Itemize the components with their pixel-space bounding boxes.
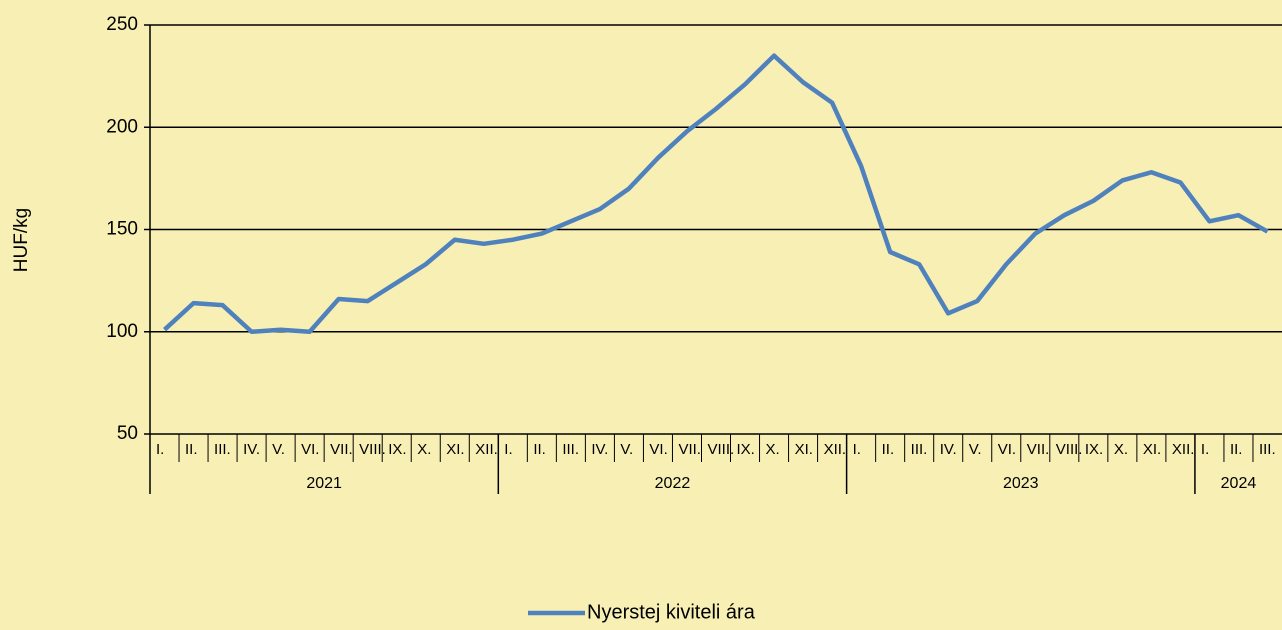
x-tick-label: II. (185, 441, 198, 458)
x-tick-label: V. (969, 441, 982, 458)
x-tick-label: II. (882, 441, 895, 458)
group-label: 2021 (306, 475, 342, 492)
y-tick-label: 100 (106, 321, 138, 342)
x-tick-label: III. (1259, 441, 1276, 458)
x-tick-label: I. (853, 441, 861, 458)
data-line (162, 53, 1269, 334)
group-label: 2024 (1221, 475, 1257, 492)
x-tick-label: X. (1114, 441, 1128, 458)
x-tick-label: X. (766, 441, 780, 458)
x-tick-label: I. (504, 441, 512, 458)
y-tick-label: 150 (106, 219, 138, 240)
y-axis-label: HUF/kg (11, 208, 32, 272)
group-label: 2023 (1003, 475, 1039, 492)
x-tick-label: VII. (678, 441, 701, 458)
x-tick-label: I. (1201, 441, 1209, 458)
x-tick-label: III. (214, 441, 231, 458)
group-label: 2022 (655, 475, 691, 492)
x-tick-label: VIII. (707, 441, 734, 458)
legend-label: Nyerstej kiviteli ára (587, 601, 756, 623)
x-tick-label: IV. (243, 441, 260, 458)
x-tick-label: XII. (1172, 441, 1195, 458)
y-tick-label: 50 (117, 423, 138, 444)
x-tick-label: IX. (1085, 441, 1103, 458)
x-tick-label: VI. (649, 441, 667, 458)
x-tick-label: II. (1230, 441, 1243, 458)
x-tick-label: V. (272, 441, 285, 458)
x-tick-label: IX. (737, 441, 755, 458)
x-tick-label: VI. (301, 441, 319, 458)
x-tick-label: VII. (1027, 441, 1050, 458)
x-tick-label: XI. (446, 441, 464, 458)
x-tick-label: VI. (998, 441, 1016, 458)
x-tick-label: X. (417, 441, 431, 458)
x-tick-label: XI. (795, 441, 813, 458)
x-tick-label: II. (533, 441, 546, 458)
y-tick-label: 250 (106, 14, 138, 35)
x-tick-label: III. (911, 441, 928, 458)
x-tick-label: XI. (1143, 441, 1161, 458)
y-tick-label: 200 (106, 116, 138, 137)
x-tick-label: VII. (330, 441, 353, 458)
x-tick-label: V. (620, 441, 633, 458)
x-tick-label: IV. (591, 441, 608, 458)
x-tick-label: IV. (940, 441, 957, 458)
x-tick-label: XII. (824, 441, 847, 458)
x-tick-label: IX. (388, 441, 406, 458)
x-tick-label: VIII. (1056, 441, 1083, 458)
x-tick-label: VIII. (359, 441, 386, 458)
x-tick-label: XII. (475, 441, 498, 458)
x-tick-label: I. (156, 441, 164, 458)
x-tick-label: III. (562, 441, 579, 458)
